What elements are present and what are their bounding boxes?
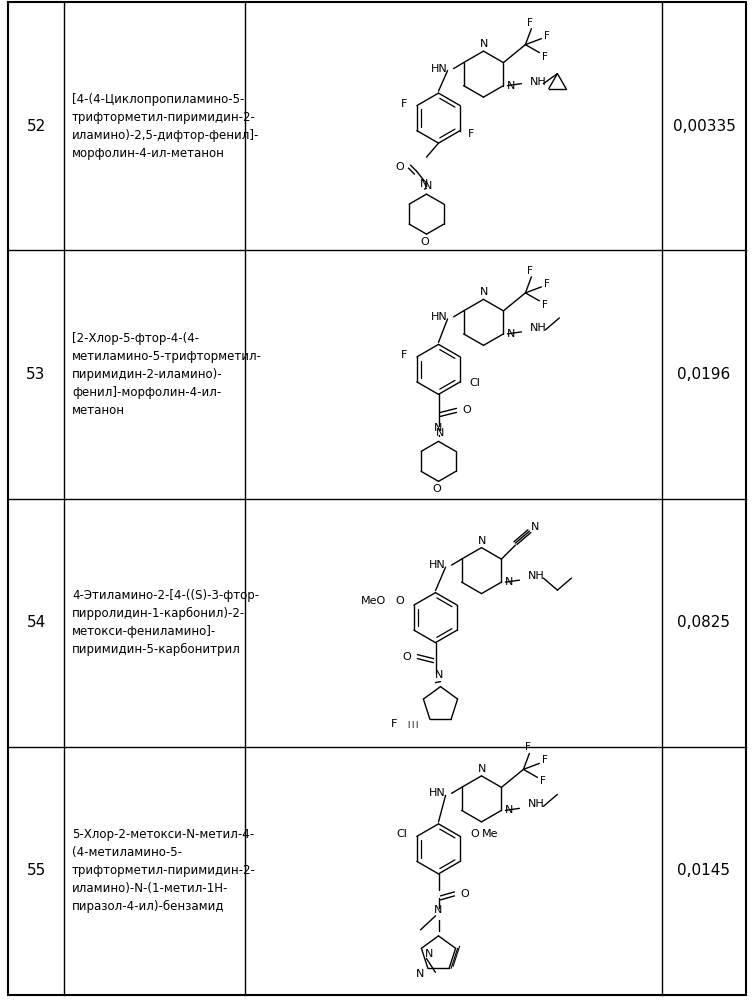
Text: F: F — [528, 18, 533, 28]
Text: F: F — [542, 755, 548, 765]
Text: 0,0196: 0,0196 — [677, 367, 731, 382]
Text: O: O — [461, 889, 469, 899]
Text: O: O — [432, 484, 441, 494]
Text: NH: NH — [529, 77, 546, 87]
Text: N: N — [435, 670, 443, 680]
Text: O: O — [403, 652, 412, 662]
Text: F: F — [542, 52, 548, 62]
Text: F: F — [400, 99, 407, 109]
Text: F: F — [544, 31, 550, 41]
Text: N: N — [532, 522, 540, 532]
Text: O: O — [395, 162, 404, 172]
Text: N: N — [425, 949, 434, 959]
Text: F: F — [526, 742, 532, 752]
Text: 53: 53 — [26, 367, 46, 382]
Text: F: F — [400, 350, 407, 360]
Text: 55: 55 — [26, 863, 46, 878]
Text: 4-Этиламино-2-[4-((S)-3-фтор-
пирролидин-1-карбонил)-2-
метокси-фениламино]-
пир: 4-Этиламино-2-[4-((S)-3-фтор- пирролидин… — [72, 589, 259, 656]
Text: N: N — [505, 805, 513, 815]
Text: N: N — [478, 536, 486, 546]
Text: 0,0825: 0,0825 — [678, 615, 731, 630]
Text: 0,0145: 0,0145 — [678, 863, 731, 878]
Text: O: O — [420, 237, 429, 247]
Text: O: O — [462, 405, 471, 415]
Text: N: N — [507, 81, 516, 91]
Text: N: N — [480, 287, 489, 297]
Text: F: F — [468, 129, 474, 139]
Text: N: N — [425, 181, 433, 191]
Text: N: N — [420, 179, 429, 189]
Text: MeO: MeO — [360, 596, 386, 606]
Text: N: N — [507, 329, 516, 339]
Text: F: F — [528, 266, 533, 276]
Text: O: O — [470, 829, 479, 839]
Text: 5-Хлор-2-метокси-N-метил-4-
(4-метиламино-5-
трифторметил-пиримидин-2-
иламино)-: 5-Хлор-2-метокси-N-метил-4- (4-метиламин… — [72, 828, 256, 913]
Text: N: N — [480, 39, 489, 49]
Text: NH: NH — [527, 799, 544, 809]
Text: Me: Me — [482, 829, 498, 839]
Text: N: N — [415, 969, 424, 979]
Text: NH: NH — [529, 323, 546, 333]
Text: 0,00335: 0,00335 — [673, 119, 735, 134]
Text: l: l — [408, 721, 410, 730]
Text: Cl: Cl — [396, 829, 407, 839]
Text: HN: HN — [429, 560, 446, 570]
Text: N: N — [505, 577, 513, 587]
Text: [4-(4-Циклопропиламино-5-
трифторметил-пиримидин-2-
иламино)-2,5-дифтор-фенил]-
: [4-(4-Циклопропиламино-5- трифторметил-п… — [72, 93, 259, 160]
Text: l: l — [415, 721, 418, 730]
Text: O: O — [395, 596, 404, 606]
Text: N: N — [437, 428, 445, 438]
Text: F: F — [391, 719, 397, 729]
Text: 52: 52 — [26, 119, 46, 134]
Text: NH: NH — [527, 571, 544, 581]
Text: F: F — [542, 300, 548, 310]
Text: N: N — [434, 905, 443, 915]
Text: 54: 54 — [26, 615, 46, 630]
Text: l: l — [412, 721, 414, 730]
Text: F: F — [541, 776, 547, 786]
Text: [2-Хлор-5-фтор-4-(4-
метиламино-5-трифторметил-
пиримидин-2-иламино)-
фенил]-мор: [2-Хлор-5-фтор-4-(4- метиламино-5-трифто… — [72, 332, 262, 417]
Text: HN: HN — [431, 312, 448, 322]
Text: N: N — [478, 764, 486, 774]
Text: HN: HN — [429, 788, 446, 798]
Text: F: F — [544, 279, 550, 289]
Text: HN: HN — [431, 64, 448, 74]
Text: Cl: Cl — [469, 378, 480, 388]
Text: N: N — [434, 423, 443, 433]
